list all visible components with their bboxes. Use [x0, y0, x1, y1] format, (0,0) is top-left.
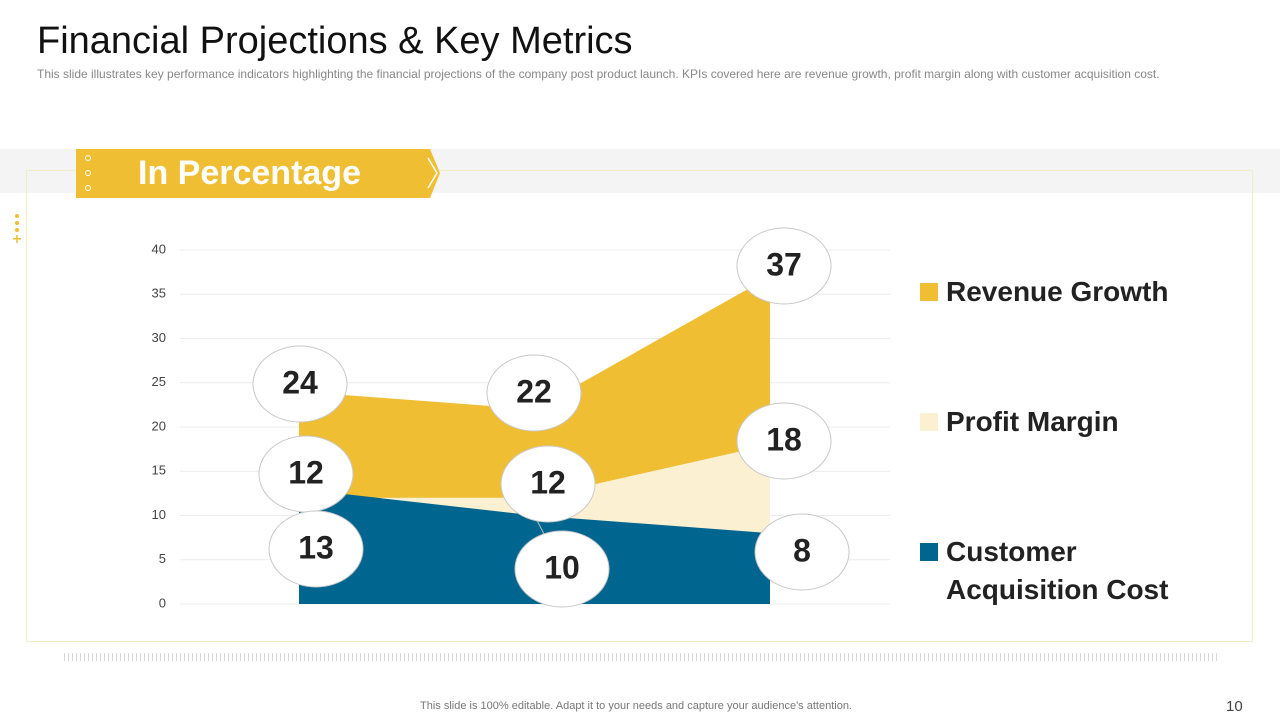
slide-subtitle: This slide illustrates key performance i…: [37, 67, 1160, 81]
legend-item: Profit Margin: [920, 403, 1220, 441]
label-bubble: [500, 445, 596, 523]
legend-label: Profit Margin: [946, 406, 1119, 437]
label-bubble: [754, 513, 850, 591]
legend-label: Customer Acquisition Cost: [946, 536, 1169, 605]
label-bubble: [252, 345, 348, 423]
label-bubble: [514, 530, 610, 608]
y-tick-label: 40: [152, 241, 166, 256]
data-label: 10: [544, 549, 580, 585]
legend-item: Revenue Growth: [920, 273, 1220, 311]
side-dots: [13, 214, 21, 243]
y-tick-label: 30: [152, 330, 166, 345]
data-label: 13: [298, 529, 334, 565]
data-label: 18: [766, 421, 802, 457]
legend-label: Revenue Growth: [946, 276, 1169, 307]
chart-frame: [26, 170, 1253, 642]
label-bubble: [486, 354, 582, 432]
data-label: 12: [288, 454, 324, 490]
y-tick-label: 35: [152, 286, 166, 301]
legend-swatch: [920, 283, 938, 301]
divider-stripes: [64, 653, 1218, 661]
banner-shape: [76, 149, 440, 198]
footer-note: This slide is 100% editable. Adapt it to…: [420, 700, 852, 712]
y-tick-label: 0: [159, 595, 166, 610]
slide-title: Financial Projections & Key Metrics: [37, 20, 633, 62]
y-tick-label: 5: [159, 551, 166, 566]
label-bubble: [736, 402, 832, 480]
data-label: 8: [793, 532, 811, 568]
y-tick-label: 15: [152, 463, 166, 478]
data-label: 37: [766, 246, 802, 282]
data-label: 12: [530, 464, 566, 500]
legend-swatch: [920, 543, 938, 561]
data-label: 22: [516, 373, 552, 409]
y-tick-label: 20: [152, 418, 166, 433]
y-tick-label: 25: [152, 374, 166, 389]
data-label: 24: [282, 364, 318, 400]
label-bubble: [268, 510, 364, 588]
page-number: 10: [1226, 698, 1243, 715]
legend-item: Customer Acquisition Cost: [920, 533, 1220, 609]
banner-dots: [85, 155, 91, 191]
legend-swatch: [920, 413, 938, 431]
label-bubble: [736, 227, 832, 305]
banner-title: In Percentage: [138, 154, 361, 192]
y-tick-label: 10: [152, 507, 166, 522]
banner-chevron: [427, 157, 438, 189]
